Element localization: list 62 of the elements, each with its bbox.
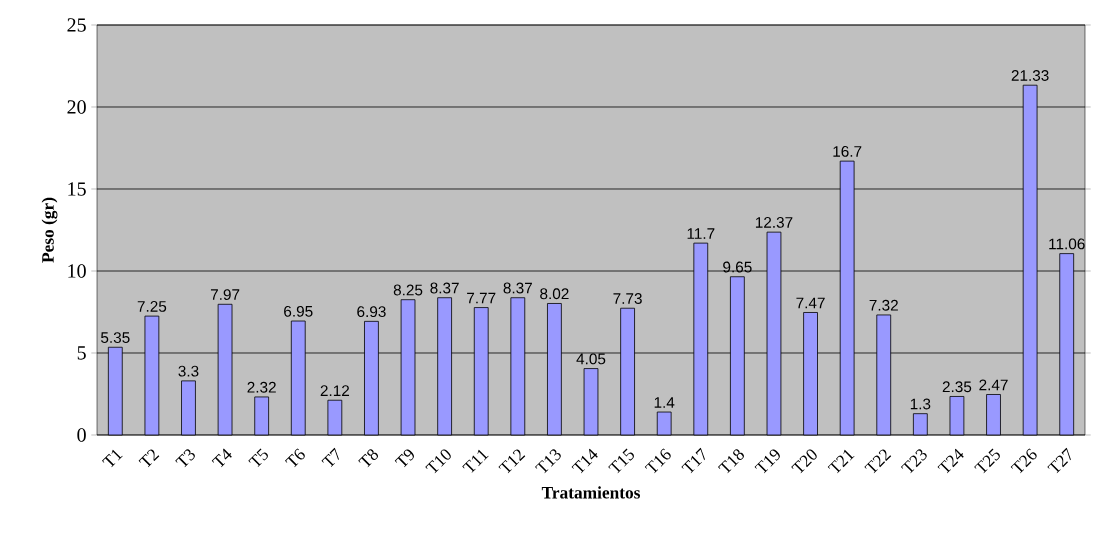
x-tick-label: T18 xyxy=(717,449,744,474)
data-label: 3.3 xyxy=(178,365,199,377)
x-tick-label: T11 xyxy=(462,449,489,473)
data-label: 1.3 xyxy=(910,398,931,410)
data-label: 2.32 xyxy=(247,381,276,393)
data-label: 7.77 xyxy=(467,292,496,304)
x-tick-label: T12 xyxy=(498,449,526,474)
data-label: 2.12 xyxy=(320,385,349,396)
data-label: 7.73 xyxy=(613,293,642,304)
data-label: 11.7 xyxy=(687,228,715,239)
data-label: 6.95 xyxy=(284,305,313,317)
x-tick-label: T25 xyxy=(974,448,1000,474)
data-label: 7.32 xyxy=(869,299,898,311)
x-tick-label: T8 xyxy=(358,449,379,468)
x-tick-label: T5 xyxy=(248,448,268,468)
data-label: 7.47 xyxy=(796,297,825,309)
data-label: 21.33 xyxy=(1011,70,1049,81)
data-label: 2.47 xyxy=(979,379,1008,391)
x-tick-label: T27 xyxy=(1047,447,1071,474)
y-tick-label: 10 xyxy=(68,264,86,278)
data-label: 2.35 xyxy=(942,381,972,393)
x-tick-label: T4 xyxy=(211,448,232,468)
x-tick-label: T23 xyxy=(900,449,927,474)
data-label: 16.7 xyxy=(833,146,862,157)
data-label: 12.37 xyxy=(755,217,793,228)
x-tick-label: T9 xyxy=(394,449,414,468)
y-tick-label: 0 xyxy=(77,428,86,442)
x-tick-label: T14 xyxy=(571,448,598,474)
x-tick-label: T17 xyxy=(681,447,705,474)
x-tick-label: T19 xyxy=(754,449,780,474)
x-tick-label: T26 xyxy=(1010,448,1037,474)
data-label: 11.06 xyxy=(1049,238,1085,250)
y-tick-label: 25 xyxy=(67,18,86,32)
data-label: 7.97 xyxy=(210,289,240,301)
data-label: 7.25 xyxy=(137,300,167,312)
x-tick-label: T16 xyxy=(644,448,671,474)
x-tick-label: T21 xyxy=(827,449,855,474)
x-tick-label: T22 xyxy=(864,449,892,474)
data-label: 6.93 xyxy=(357,306,386,318)
data-label: 5.35 xyxy=(100,332,130,343)
data-label: 8.25 xyxy=(393,284,423,296)
x-tick-label: T20 xyxy=(791,449,817,474)
y-tick-label: 15 xyxy=(68,182,86,196)
x-tick-label: T3 xyxy=(175,449,195,468)
x-axis-title: Tratamientos xyxy=(541,486,640,499)
data-label: 8.02 xyxy=(540,288,569,300)
y-tick-label: 20 xyxy=(67,100,86,114)
x-tick-label: T2 xyxy=(138,449,160,468)
data-label: 8.37 xyxy=(430,282,459,294)
x-tick-label: T10 xyxy=(425,449,451,474)
x-tick-label: T6 xyxy=(284,448,305,468)
x-tick-label: T15 xyxy=(608,448,634,474)
x-tick-label: T1 xyxy=(101,449,123,468)
x-tick-label: T13 xyxy=(534,449,561,474)
data-label: 8.37 xyxy=(503,282,532,294)
x-tick-label: T7 xyxy=(321,447,339,468)
data-label: 4.05 xyxy=(576,353,606,365)
data-label: 9.65 xyxy=(723,261,752,273)
data-label: 1.4 xyxy=(654,397,675,408)
y-tick-label: 5 xyxy=(77,346,86,360)
y-axis-title: Peso (gr) xyxy=(41,197,58,263)
x-tick-label: T24 xyxy=(937,448,964,474)
